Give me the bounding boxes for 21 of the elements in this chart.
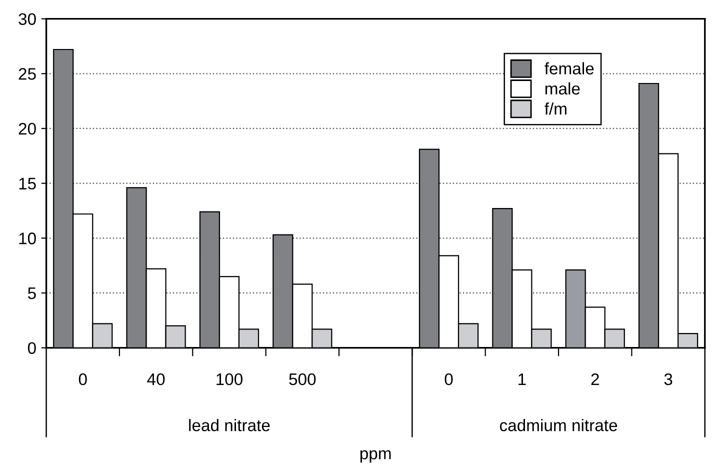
y-tick-label: 30 bbox=[18, 13, 36, 26]
legend-label: male bbox=[545, 82, 580, 95]
x-axis-title: ppm bbox=[360, 450, 391, 463]
x-tick-label: 1 bbox=[518, 374, 526, 386]
y-tick-label: 5 bbox=[28, 288, 36, 300]
y-tick-label: 10 bbox=[19, 232, 36, 244]
legend-label: female bbox=[544, 62, 594, 74]
x-tick-label: 0 bbox=[444, 373, 453, 386]
x-tick-label: 3 bbox=[664, 373, 672, 386]
y-tick-label: 20 bbox=[18, 122, 36, 135]
x-tick-label: 40 bbox=[147, 373, 165, 386]
x-tick-label: 500 bbox=[289, 373, 316, 386]
text: lead nitrate bbox=[189, 418, 270, 432]
y-tick-label: 25 bbox=[18, 68, 36, 80]
x-tick-label: 0 bbox=[78, 373, 87, 386]
y-tick-label: 0 bbox=[28, 342, 36, 354]
text: cadmium nitrate bbox=[500, 418, 618, 432]
legend-label: f/m bbox=[544, 102, 566, 115]
x-tick-label: 100 bbox=[216, 373, 242, 386]
y-tick-label: 15 bbox=[19, 178, 36, 190]
x-tick-label: 2 bbox=[591, 373, 599, 386]
